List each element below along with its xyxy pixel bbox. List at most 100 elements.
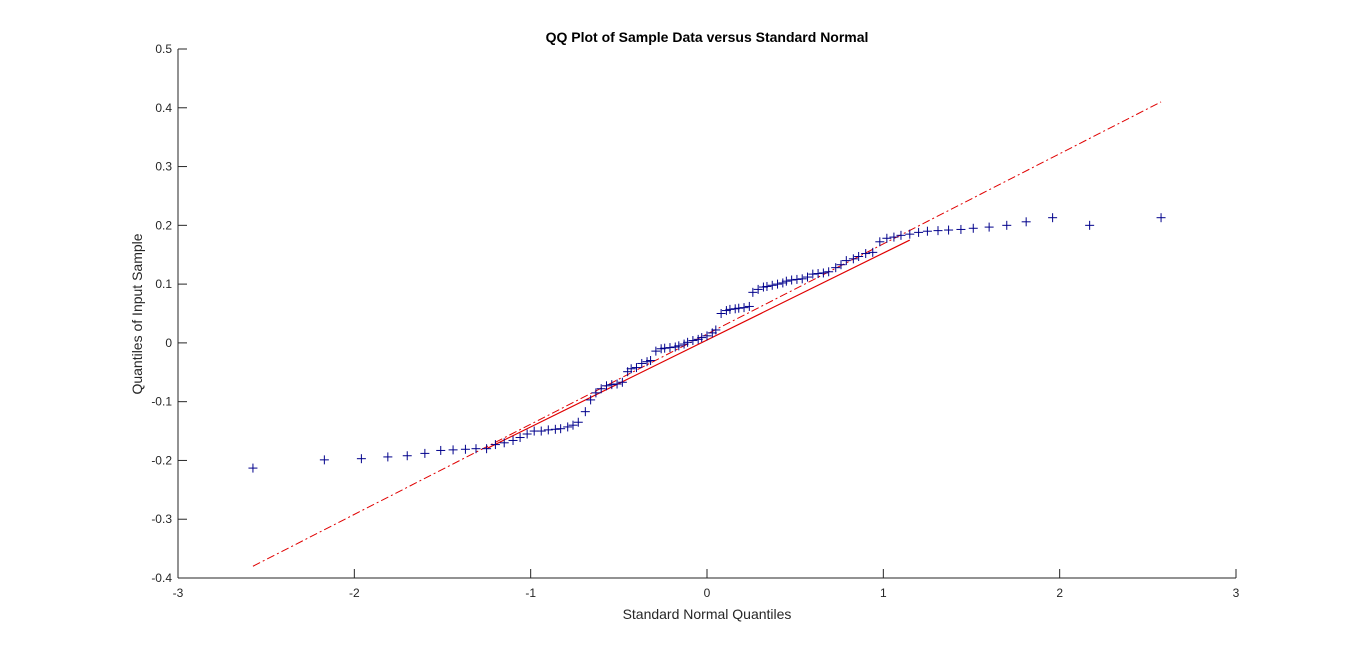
- data-point: [875, 237, 885, 247]
- data-point: [543, 425, 553, 435]
- x-tick-label: 3: [1233, 586, 1240, 600]
- data-point: [490, 440, 500, 450]
- data-point: [656, 344, 666, 354]
- data-point: [824, 267, 834, 277]
- data-point: [665, 343, 675, 353]
- y-tick-label: 0.2: [155, 218, 172, 232]
- x-tick-label: -2: [349, 586, 360, 600]
- data-point: [660, 343, 670, 353]
- data-point: [499, 438, 509, 448]
- x-tick-label: 1: [880, 586, 887, 600]
- x-tick-label: 2: [1056, 586, 1063, 600]
- axes-layer: -3 -2 -1 0 1 2 3 -0.4 -0.3 -0.2 -0.1 0 0.1 0.2 0.3 0.4 0…: [151, 42, 1239, 600]
- data-point: [1002, 220, 1012, 230]
- x-tick-label: -3: [173, 586, 184, 600]
- data-point: [711, 325, 721, 335]
- data-point: [778, 278, 788, 288]
- data-point: [522, 429, 532, 439]
- data-point: [1021, 217, 1031, 227]
- data-point: [730, 304, 740, 314]
- data-point: [744, 301, 754, 311]
- data-point: [848, 254, 858, 264]
- y-tick-label: 0.5: [155, 42, 172, 56]
- y-tick-label: 0: [165, 336, 172, 350]
- data-point: [889, 232, 899, 242]
- data-point: [580, 407, 590, 417]
- data-point: [716, 309, 726, 318]
- data-point: [914, 227, 924, 237]
- x-axis-label: Standard Normal Quantiles: [623, 606, 792, 622]
- data-point: [591, 388, 601, 398]
- data-point: [402, 451, 412, 461]
- data-point: [683, 337, 693, 347]
- data-point: [436, 445, 446, 455]
- data-point: [933, 226, 943, 236]
- data-point: [596, 384, 606, 394]
- data-point: [1156, 213, 1166, 223]
- data-point: [607, 380, 617, 390]
- data-point: [626, 364, 636, 374]
- data-point: [515, 433, 525, 443]
- data-point: [679, 339, 689, 349]
- y-tick-label: -0.2: [151, 453, 172, 467]
- data-point: [767, 280, 777, 290]
- data-point: [383, 452, 393, 462]
- data-point: [896, 230, 906, 240]
- x-tick-label: -1: [525, 586, 536, 600]
- data-point: [922, 226, 932, 236]
- data-point: [563, 422, 573, 432]
- data-point: [841, 256, 851, 266]
- x-tick-label: 0: [704, 586, 711, 600]
- data-point: [702, 331, 712, 341]
- data-point: [356, 454, 366, 464]
- data-point: [808, 269, 818, 279]
- data-points-layer: [248, 213, 1166, 473]
- data-point: [631, 363, 641, 373]
- data-point: [646, 356, 656, 366]
- data-point: [753, 284, 763, 294]
- y-tick-label: 0.1: [155, 277, 172, 291]
- data-point: [448, 445, 458, 455]
- data-point: [420, 448, 430, 458]
- data-point: [803, 272, 813, 282]
- data-point: [944, 225, 954, 235]
- data-point: [508, 435, 518, 445]
- y-tick-label: 0.4: [155, 101, 172, 115]
- data-point: [1085, 220, 1095, 230]
- data-point: [550, 424, 560, 434]
- data-point: [792, 274, 802, 284]
- data-point: [612, 379, 622, 389]
- data-point: [836, 260, 846, 270]
- data-point: [956, 224, 966, 234]
- data-point: [688, 336, 698, 346]
- data-point: [573, 417, 583, 427]
- data-point: [758, 282, 768, 292]
- data-point: [797, 274, 807, 284]
- data-point: [319, 455, 329, 465]
- data-point: [831, 263, 841, 273]
- data-point: [651, 346, 661, 356]
- data-point: [787, 275, 797, 285]
- data-point: [968, 223, 978, 233]
- data-point: [721, 306, 731, 316]
- data-point: [984, 222, 994, 232]
- y-tick-label: -0.3: [151, 512, 172, 526]
- data-point: [556, 424, 566, 434]
- data-point: [748, 287, 758, 297]
- reference-line-solid: [486, 239, 911, 450]
- data-point: [739, 303, 749, 313]
- y-tick-label: -0.4: [151, 571, 172, 585]
- data-point: [905, 229, 915, 239]
- data-point: [693, 334, 703, 344]
- data-point: [734, 303, 744, 313]
- data-point: [601, 381, 611, 391]
- data-point: [725, 304, 735, 314]
- data-point: [697, 333, 707, 343]
- data-point: [674, 341, 684, 351]
- data-point: [637, 358, 647, 368]
- data-point: [882, 233, 892, 243]
- y-tick-label: 0.3: [155, 160, 172, 174]
- reference-line-layer: [252, 101, 1162, 567]
